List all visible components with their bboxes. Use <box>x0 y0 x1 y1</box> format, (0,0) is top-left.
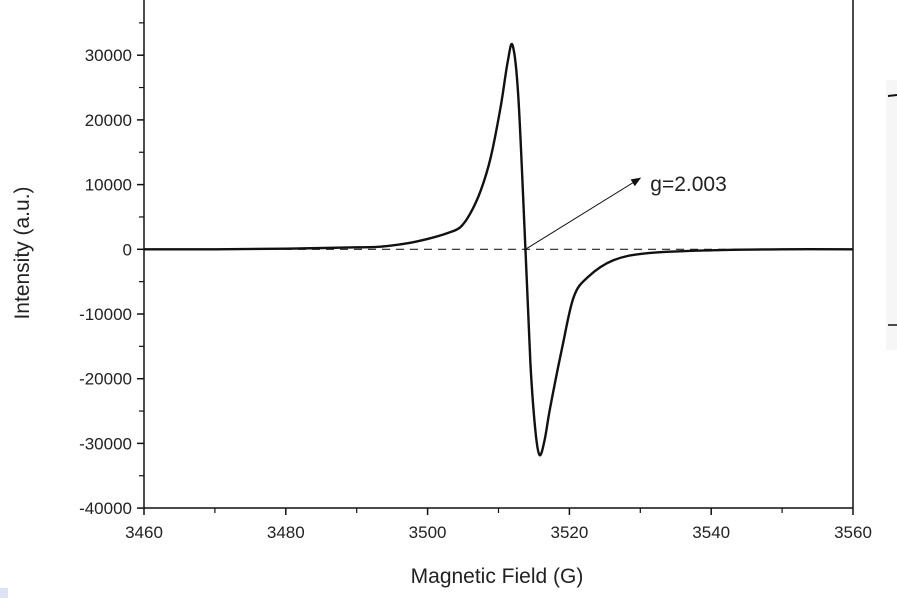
x-tick-label: 3460 <box>125 523 163 542</box>
x-tick-label: 3480 <box>267 523 305 542</box>
y-tick-label: 0 <box>123 240 132 259</box>
x-tick-label: 3560 <box>834 523 872 542</box>
y-tick-label: -10000 <box>79 305 132 324</box>
adjacent-panel-curve-fragment <box>887 94 897 97</box>
y-tick-label: 20000 <box>85 111 132 130</box>
y-tick-label: -30000 <box>79 434 132 453</box>
ticks: 3460 3480 3500 3520 3540 3560 -40000 -30000 -200… <box>79 22 872 542</box>
x-tick-label: 3520 <box>550 523 588 542</box>
x-tick-label: 3500 <box>409 523 447 542</box>
corner-mark <box>0 588 8 598</box>
g-value-arrow <box>525 177 642 250</box>
g-value-annotation: g=2.003 <box>650 173 727 196</box>
y-tick-label: 10000 <box>85 176 132 195</box>
axes <box>143 0 854 509</box>
adjacent-panel-fragment <box>886 80 897 350</box>
y-tick-label: 30000 <box>85 46 132 65</box>
y-tick-label: -40000 <box>79 499 132 518</box>
y-tick-label: -20000 <box>79 370 132 389</box>
y-axis-title: Intensity (a.u.) <box>11 186 34 319</box>
series-line-epr-signal <box>143 42 854 457</box>
x-axis-title: Magnetic Field (G) <box>411 565 584 588</box>
x-tick-label: 3540 <box>692 523 730 542</box>
